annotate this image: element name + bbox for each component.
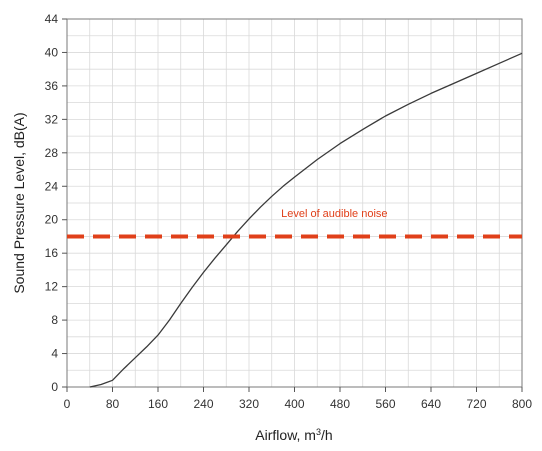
x-tick-label: 400 [284,397,304,411]
x-tick-label: 640 [421,397,441,411]
x-tick-label: 0 [64,397,71,411]
y-tick-label: 44 [45,12,59,26]
y-tick-label: 28 [45,146,59,160]
y-tick-label: 16 [45,246,59,260]
x-tick-label: 720 [466,397,486,411]
series-line [89,52,523,388]
x-tick-label: 320 [239,397,259,411]
y-tick-label: 24 [45,179,59,193]
y-tick-label: 4 [51,347,58,361]
series-layer [89,52,523,388]
y-axis-title: Sound Pressure Level, dB(A) [11,112,27,293]
y-tick-label: 0 [51,380,58,394]
x-tick-label: 160 [148,397,168,411]
tick-labels: 0 80 160 240 320 400 480 560 640 720 800 0 4 8 12 16 20 2… [45,12,533,411]
y-tick-label: 36 [45,79,59,93]
y-tick-label: 8 [51,313,58,327]
x-tick-label: 240 [193,397,213,411]
x-axis-title-superscript: 3 [316,427,321,437]
x-tick-label: 800 [512,397,532,411]
audible-noise-label: Level of audible noise [281,208,387,220]
reference-layer: Level of audible noise [67,208,522,239]
minor-grid [67,19,522,387]
x-tick-label: 480 [330,397,350,411]
x-tick-label: 80 [106,397,120,411]
x-axis-title-main: Airflow, m [255,427,316,443]
x-tick-label: 560 [375,397,395,411]
y-tick-label: 40 [45,45,59,59]
y-tick-label: 20 [45,213,59,227]
y-tick-label: 12 [45,280,59,294]
y-tick-label: 32 [45,112,59,126]
x-axis-title: Airflow, m3/h [255,427,332,443]
x-axis-title-suffix: /h [321,427,333,443]
